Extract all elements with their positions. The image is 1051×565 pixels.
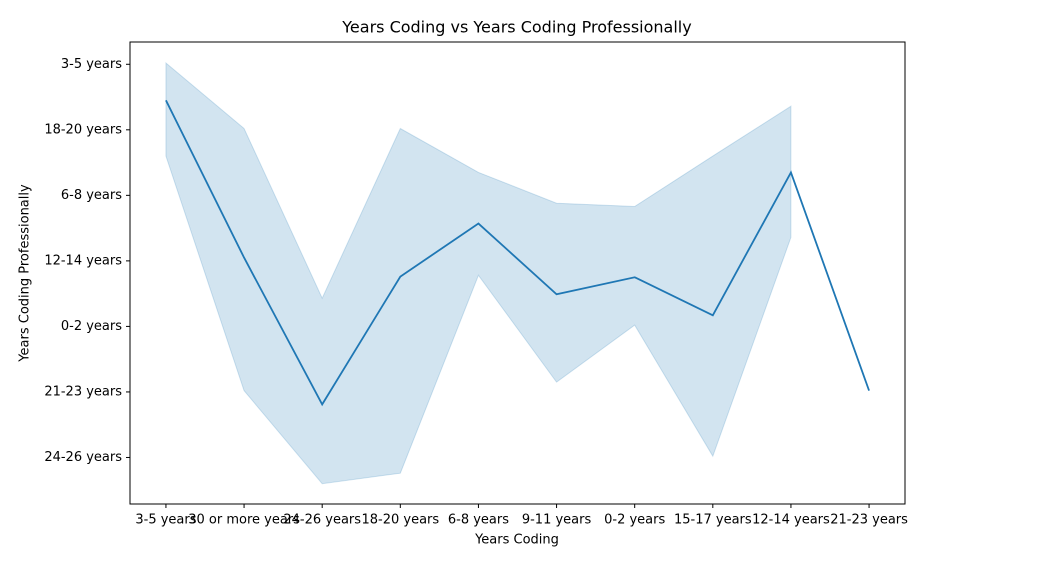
y-tick-label: 24-26 years xyxy=(44,450,122,465)
y-tick-label: 3-5 years xyxy=(61,57,122,72)
x-tick-label: 21-23 years xyxy=(830,513,908,528)
x-tick-label: 9-11 years xyxy=(522,513,592,528)
line xyxy=(165,99,870,407)
plot-frame xyxy=(129,41,906,505)
y-axis-label: Years Coding Professionally xyxy=(18,184,33,363)
y-tick-label: 0-2 years xyxy=(61,319,122,334)
y-tick-label: 12-14 years xyxy=(44,253,122,268)
x-tick-label: 12-14 years xyxy=(752,513,830,528)
x-axis-label: Years Coding xyxy=(474,533,559,548)
y-tick-label: 6-8 years xyxy=(61,188,122,203)
x-tick-label: 18-20 years xyxy=(361,513,439,528)
x-tick-label: 6-8 years xyxy=(448,513,509,528)
y-tick-label: 18-20 years xyxy=(44,122,122,137)
x-tick-label: 24-26 years xyxy=(283,513,361,528)
x-tick-label: 30 or more years xyxy=(188,513,300,528)
chart-title: Years Coding vs Years Coding Professiona… xyxy=(341,18,691,37)
y-tick-label: 21-23 years xyxy=(44,384,122,399)
confidence-band xyxy=(165,61,792,485)
x-tick-label: 15-17 years xyxy=(674,513,752,528)
x-tick-label: 3-5 years xyxy=(135,513,196,528)
x-tick-label: 0-2 years xyxy=(604,513,665,528)
